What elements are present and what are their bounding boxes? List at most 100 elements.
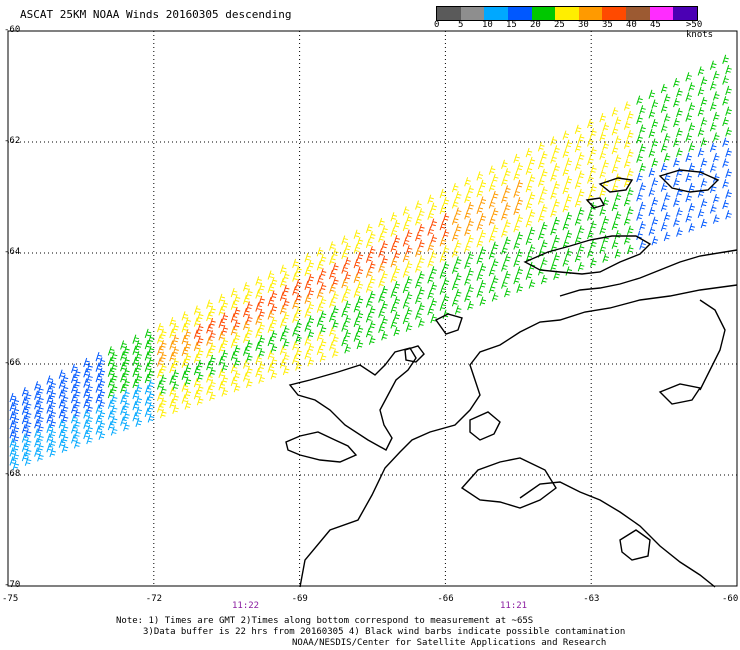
wind-barb [590,165,597,175]
wind-barb [58,409,66,419]
wind-barb [614,135,622,145]
wind-barb [46,414,53,424]
wind-barb [599,112,606,123]
wind-barb [390,273,398,283]
wind-barb [451,264,459,274]
coastline [288,347,417,451]
wind-barb [86,362,93,373]
wind-barb [722,96,729,106]
wind-barb [230,376,238,387]
wind-barb [550,154,557,164]
wind-barb [427,258,434,268]
wind-barb [479,196,487,206]
wind-barb [685,132,692,142]
wind-barb [365,238,373,248]
wind-barb [636,211,643,221]
wind-barb [144,362,152,372]
wind-barb [565,248,573,258]
wind-barb [685,192,692,203]
wind-barb [464,226,471,236]
wind-barb [267,336,275,347]
wind-barb [319,296,327,306]
wind-barb [513,188,520,198]
wind-barb [565,266,573,276]
wind-barb [98,357,106,367]
wind-barb [673,217,680,227]
wind-barb [221,362,229,372]
wind-barb [193,365,201,376]
wind-barb [243,333,250,343]
scale-swatch [437,7,461,20]
wind-barb [405,307,413,317]
wind-barb [700,218,708,229]
wind-barb [418,223,425,234]
wind-barb [454,207,462,217]
wind-barb [602,253,609,263]
wind-barb [565,157,573,167]
wind-barb [467,300,474,311]
wind-barb [697,127,705,137]
wind-barb [181,346,189,357]
wind-barb [722,179,729,189]
wind-barb [107,367,115,377]
wind-barb [537,159,545,170]
wind-barb [390,227,398,237]
wind-barb [196,359,204,370]
wind-barb [233,344,241,355]
wind-barb [98,430,106,440]
wind-barb [574,216,582,226]
wind-barb [218,368,226,378]
wind-barb [120,372,127,383]
wind-barb [577,262,585,272]
wind-barb [488,165,496,175]
wind-barb [159,328,167,338]
wind-barb [73,419,81,429]
wind-barb [332,262,339,273]
wind-barb [626,168,634,178]
wind-barb [319,352,327,363]
wind-barb [230,325,238,336]
wind-barb [356,325,364,335]
wind-barb [540,257,548,267]
wind-barb [46,433,53,443]
wind-barb [73,439,81,449]
wind-barb [676,107,683,118]
wind-barb [467,201,474,212]
wind-barb [467,251,474,261]
wind-barb [648,148,656,158]
wind-barb [590,146,597,156]
wind-barb [307,273,315,284]
wind-barb [37,414,44,424]
wind-barb [476,288,484,298]
wind-barb [442,196,450,207]
wind-barb [221,374,229,385]
wind-barb [159,397,167,407]
wind-barb [169,352,176,362]
wind-barb [501,245,508,255]
x-tick-label: -63 [583,594,600,604]
wind-barb [83,409,90,419]
wind-barb [86,424,93,434]
wind-barb [562,130,570,140]
wind-barb [676,227,683,237]
wind-barb [648,109,656,119]
wind-barb [221,387,229,397]
wind-barb [295,306,302,316]
wind-barb [206,385,213,395]
wind-barb [307,287,315,297]
wind-barb [34,428,41,438]
wind-barb [341,307,348,318]
wind-barb [651,99,659,109]
wind-barb [156,357,164,367]
wind-barb [144,351,152,361]
wind-barb [246,378,253,389]
wind-barb [614,192,622,202]
wind-barb [209,379,216,389]
wind-barb [181,370,189,380]
wind-barb [700,157,708,168]
wind-barb [307,259,315,270]
wind-barb [193,317,201,327]
y-tick-label: -66 [4,358,21,368]
wind-barb [107,356,115,367]
wind-barb [147,368,155,378]
